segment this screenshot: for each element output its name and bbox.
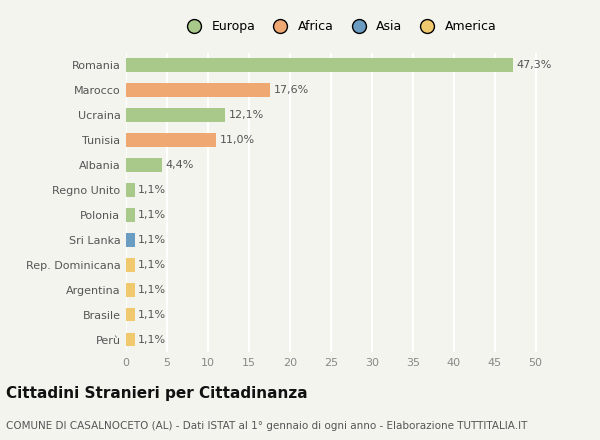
Bar [126,133,216,147]
Text: 1,1%: 1,1% [138,185,166,195]
Text: 47,3%: 47,3% [517,60,552,70]
Text: 1,1%: 1,1% [138,285,166,295]
Text: 4,4%: 4,4% [166,160,194,170]
Text: 1,1%: 1,1% [138,235,166,245]
Bar [126,183,135,197]
Text: 1,1%: 1,1% [138,310,166,319]
Text: 17,6%: 17,6% [274,85,309,95]
Bar [126,83,270,97]
Text: 1,1%: 1,1% [138,210,166,220]
Text: COMUNE DI CASALNOCETO (AL) - Dati ISTAT al 1° gennaio di ogni anno - Elaborazion: COMUNE DI CASALNOCETO (AL) - Dati ISTAT … [6,421,527,431]
Text: 1,1%: 1,1% [138,260,166,270]
Bar [126,258,135,271]
Bar [126,158,162,172]
Bar [126,233,135,247]
Bar [126,108,225,122]
Text: 12,1%: 12,1% [229,110,263,120]
Bar [126,59,514,72]
Text: Cittadini Stranieri per Cittadinanza: Cittadini Stranieri per Cittadinanza [6,386,308,401]
Text: 11,0%: 11,0% [220,135,254,145]
Bar [126,208,135,222]
Bar [126,333,135,346]
Legend: Europa, Africa, Asia, America: Europa, Africa, Asia, America [181,20,497,33]
Bar [126,283,135,297]
Text: 1,1%: 1,1% [138,334,166,345]
Bar [126,308,135,322]
